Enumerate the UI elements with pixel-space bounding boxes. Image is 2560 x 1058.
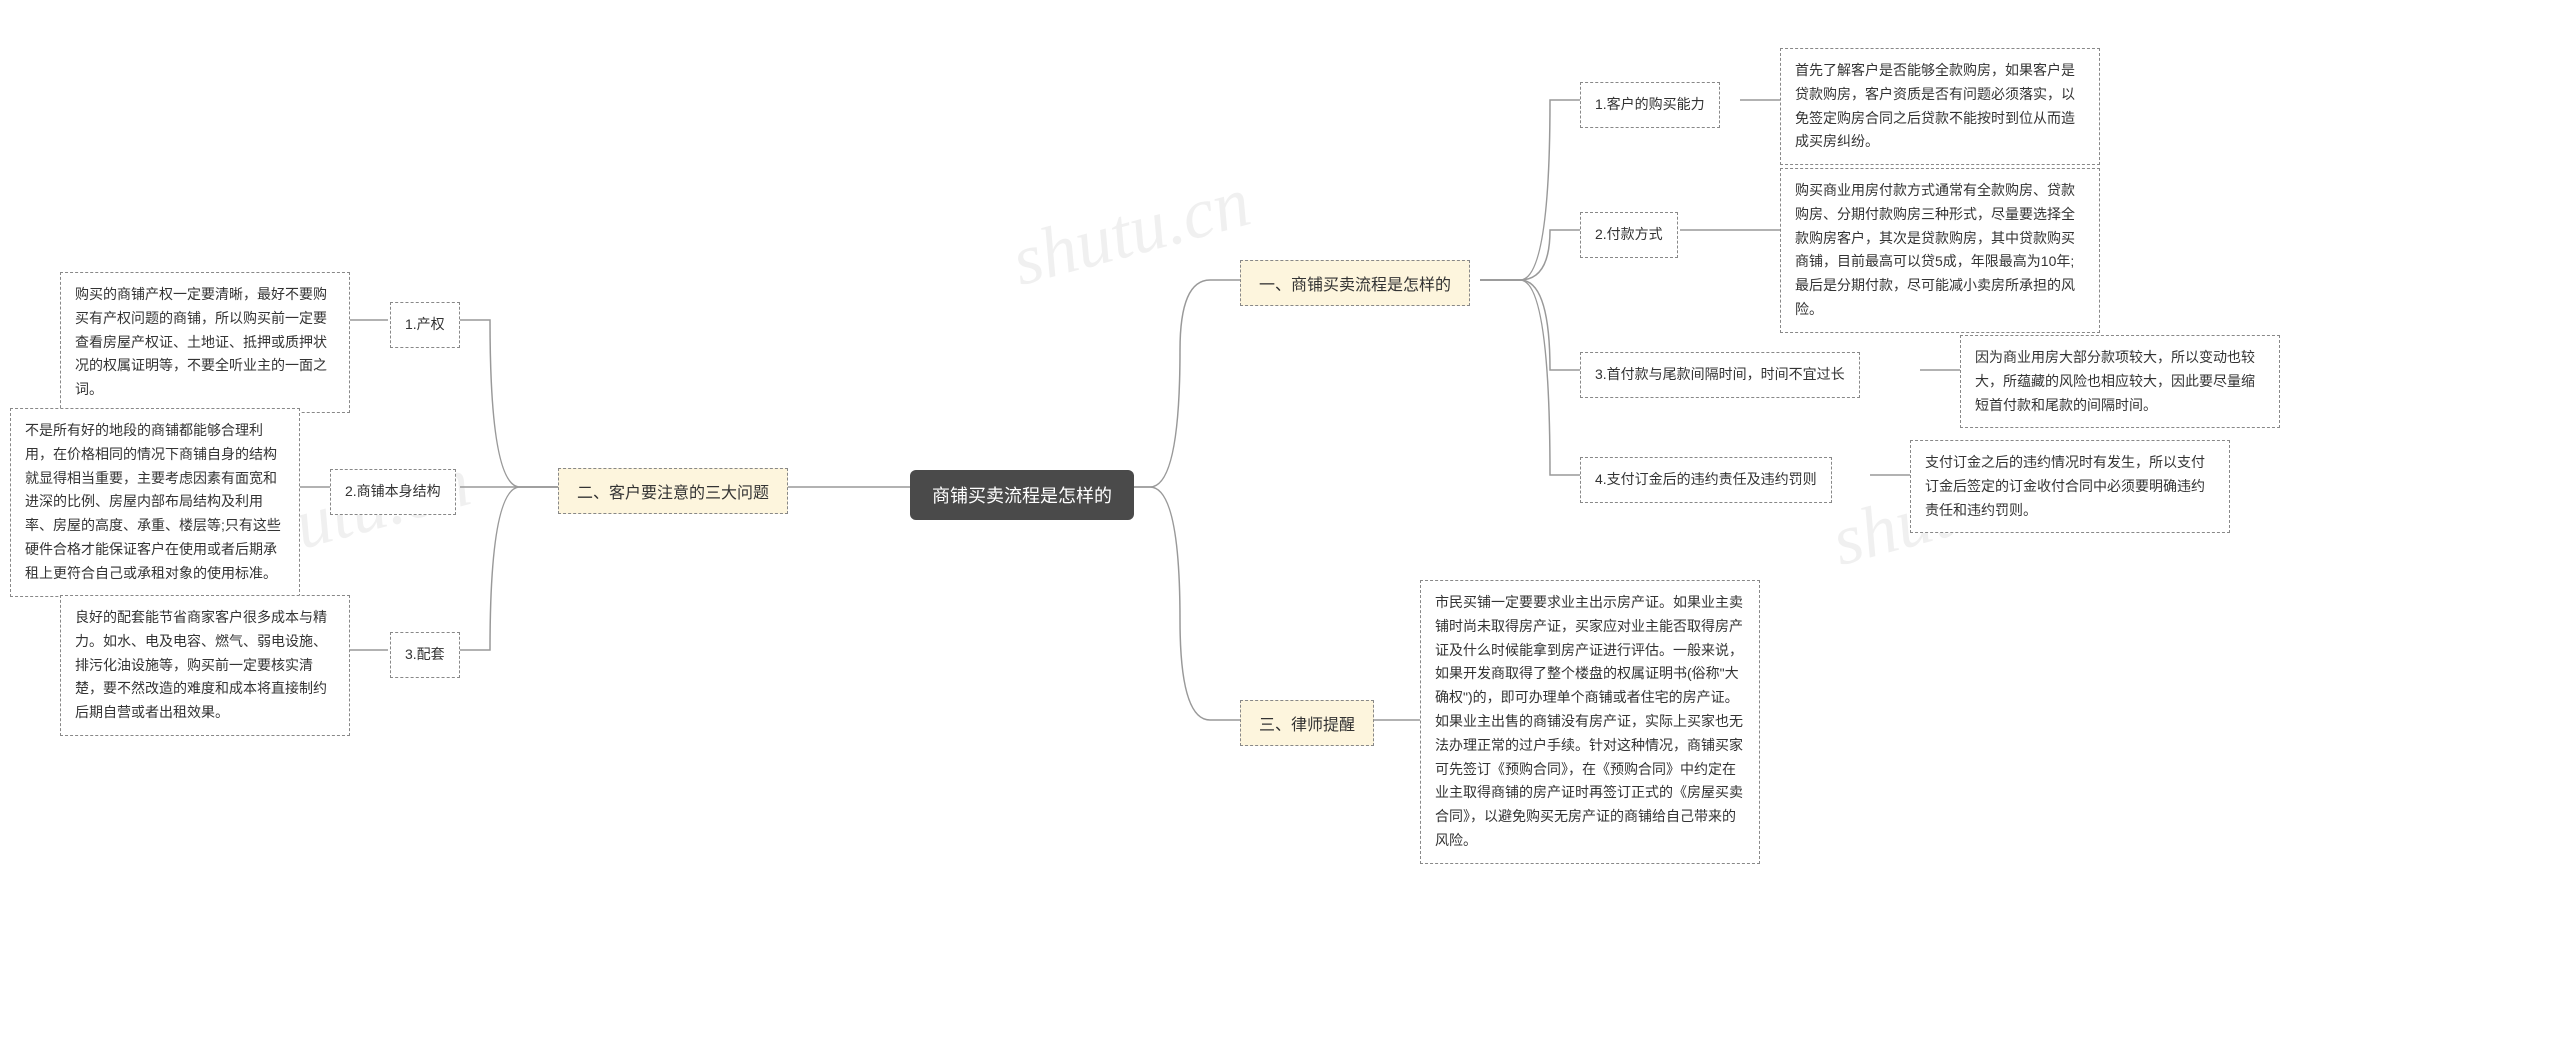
branch-2-item-1-detail: 购买的商铺产权一定要清晰，最好不要购买有产权问题的商铺，所以购买前一定要查看房屋… [60,272,350,413]
watermark: shutu.cn [1003,160,1258,303]
branch-1-item-1-detail: 首先了解客户是否能够全款购房，如果客户是贷款购房，客户资质是否有问题必须落实，以… [1780,48,2100,165]
branch-1-item-1-title: 1.客户的购买能力 [1580,82,1720,128]
branch-1-item-4-detail: 支付订金之后的违约情况时有发生，所以支付订金后签定的订金收付合同中必须要明确违约… [1910,440,2230,533]
branch-1: 一、商铺买卖流程是怎样的 [1240,260,1470,306]
branch-2-item-3-title: 3.配套 [390,632,460,678]
branch-1-item-4-title: 4.支付订金后的违约责任及违约罚则 [1580,457,1832,503]
branch-2-item-2-title: 2.商铺本身结构 [330,469,456,515]
branch-2-item-2-detail: 不是所有好的地段的商铺都能够合理利用，在价格相同的情况下商铺自身的结构就显得相当… [10,408,300,597]
branch-1-item-3-detail: 因为商业用房大部分款项较大，所以变动也较大，所蕴藏的风险也相应较大，因此要尽量缩… [1960,335,2280,428]
branch-2-item-1-title: 1.产权 [390,302,460,348]
branch-2: 二、客户要注意的三大问题 [558,468,788,514]
branch-3-detail: 市民买铺一定要要求业主出示房产证。如果业主卖铺时尚未取得房产证，买家应对业主能否… [1420,580,1760,864]
center-topic: 商铺买卖流程是怎样的 [910,470,1134,520]
branch-1-item-3-title: 3.首付款与尾款间隔时间，时间不宜过长 [1580,352,1860,398]
branch-1-item-2-title: 2.付款方式 [1580,212,1678,258]
branch-3: 三、律师提醒 [1240,700,1374,746]
branch-2-item-3-detail: 良好的配套能节省商家客户很多成本与精力。如水、电及电容、燃气、弱电设施、排污化油… [60,595,350,736]
branch-1-item-2-detail: 购买商业用房付款方式通常有全款购房、贷款购房、分期付款购房三种形式，尽量要选择全… [1780,168,2100,333]
